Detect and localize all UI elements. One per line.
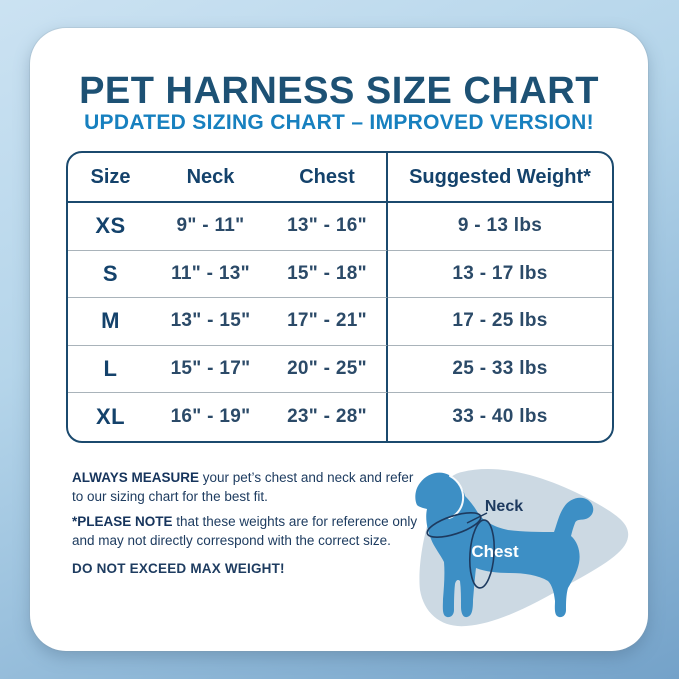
col-header-neck: Neck: [153, 153, 268, 203]
size-table: Size Neck Chest Suggested Weight* XS 9" …: [66, 151, 614, 443]
table-cell-size: L: [68, 346, 153, 394]
table-cell-chest: 15" - 18": [268, 250, 388, 299]
table-cell-weight: 13 - 17 lbs: [388, 251, 612, 299]
note-always-measure: ALWAYS MEASURE your pet’s chest and neck…: [72, 469, 422, 506]
col-header-size: Size: [68, 153, 153, 203]
table-cell-neck: 16" - 19": [170, 406, 251, 428]
table-cell-chest: 17" - 21": [268, 298, 388, 346]
table-cell-weight: 9 - 13 lbs: [388, 203, 612, 251]
table-cell-size: XL: [95, 404, 126, 430]
chest-measure-ring-icon: [468, 519, 496, 589]
page-title: PET HARNESS SIZE CHART: [79, 70, 599, 112]
table-cell-chest: 20" - 25": [268, 345, 388, 394]
table-cell-chest: 13" - 16": [268, 203, 388, 251]
table-cell-weight: 25 - 33 lbs: [388, 346, 612, 394]
table-cell-weight: 17 - 25 lbs: [388, 298, 612, 346]
col-header-weight: Suggested Weight*: [388, 153, 612, 203]
max-weight-warning: DO NOT EXCEED MAX WEIGHT!: [72, 561, 285, 576]
table-cell-size: S: [68, 251, 153, 299]
table-cell-size: M: [68, 298, 153, 346]
table-cell-chest: 23" - 28": [268, 393, 388, 441]
col-header-chest: Chest: [268, 153, 388, 203]
note-please-note: *PLEASE NOTE that these weights are for …: [72, 513, 422, 550]
note-please-note-bold: *PLEASE NOTE: [72, 514, 173, 529]
table-cell-weight: 33 - 40 lbs: [452, 406, 548, 428]
neck-label: Neck: [485, 498, 523, 515]
page-subtitle: UPDATED SIZING CHART – IMPROVED VERSION!: [84, 111, 594, 134]
table-cell-neck: 9" - 11": [153, 203, 268, 251]
size-chart-card: PET HARNESS SIZE CHART UPDATED SIZING CH…: [30, 28, 648, 651]
note-please-note-text: that these weights are for reference onl…: [72, 514, 418, 548]
note-always-measure-text: your pet’s chest and neck and refer to o…: [72, 470, 414, 504]
neck-leader-line-icon: [466, 512, 488, 524]
table-cell-neck: 15" - 17": [153, 346, 268, 394]
footnotes: ALWAYS MEASURE your pet’s chest and neck…: [72, 469, 422, 586]
table-cell-size: XS: [68, 203, 153, 251]
dog-measurement-diagram: Neck Chest: [404, 462, 644, 634]
table-cell-neck: 13" - 15": [153, 298, 268, 346]
table-cell-neck: 11" - 13": [153, 251, 268, 299]
note-always-measure-bold: ALWAYS MEASURE: [72, 470, 200, 485]
chest-label: Chest: [471, 542, 519, 561]
